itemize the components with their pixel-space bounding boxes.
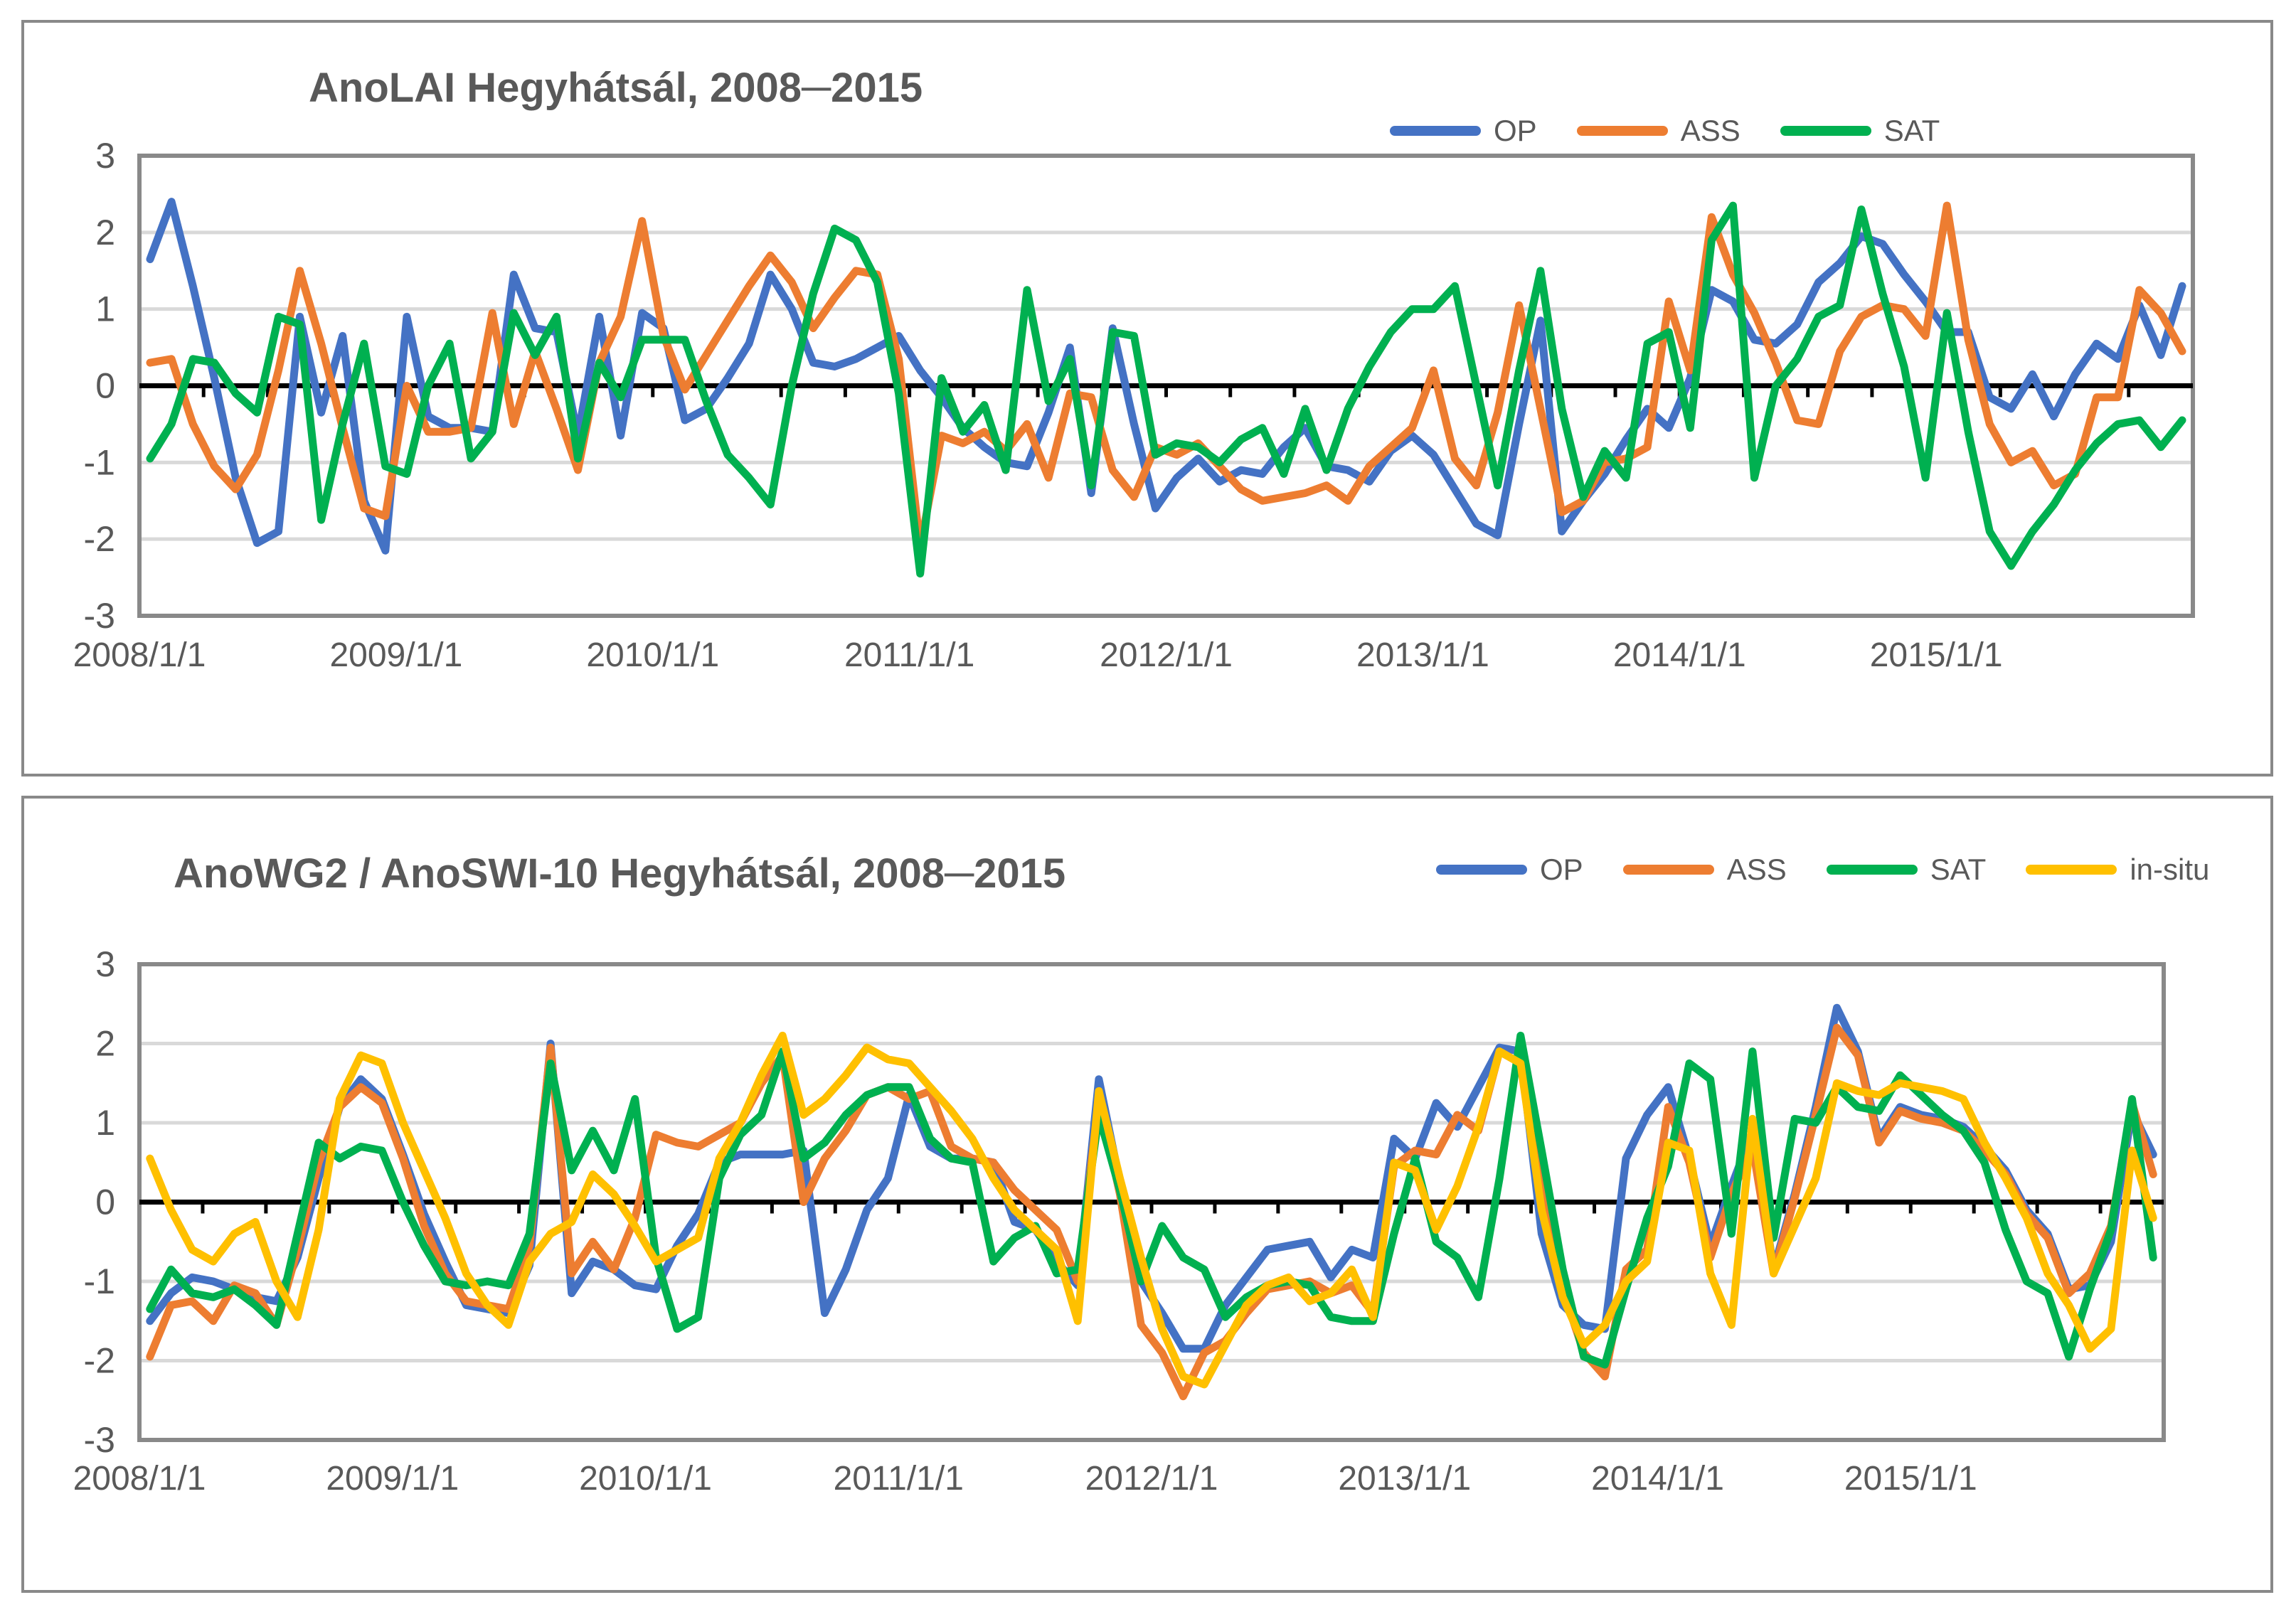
y-axis-label: 3 [95,136,115,176]
legend-label: SAT [1883,114,1940,147]
y-axis-label: -1 [84,1261,115,1301]
legend-label: ASS [1680,114,1740,147]
x-axis-label: 2014/1/1 [1591,1460,1724,1498]
legend-swatch-sat [1780,126,1871,136]
legend-swatch-ass [1576,126,1668,136]
legend-label: ASS [1726,853,1787,886]
y-axis-label: -2 [84,1341,115,1381]
series-line-sat [146,201,2186,578]
legend-item-op: OP [1390,114,1537,148]
y-axis-label: -3 [84,596,115,636]
x-axis-label: 2015/1/1 [1844,1460,1977,1498]
legend-anolai: OP ASS SAT [1390,114,1979,148]
chart-title-anowg2: AnoWG2 / AnoSWI-10 Hegyhátsál, 2008─2015 [174,850,1066,897]
y-axis-label: 2 [95,213,115,252]
x-axis-label: 2013/1/1 [1338,1460,1471,1498]
x-axis-label: 2011/1/1 [844,636,974,674]
legend-swatch-ass [1622,865,1714,875]
legend-item-ass: ASS [1576,114,1740,148]
y-axis-label: 1 [95,1103,115,1143]
x-axis-label: 2010/1/1 [586,636,719,674]
legend-item-ass: ASS [1622,853,1787,887]
legend-item-in-situ: in-situ [2026,853,2209,887]
chart-panel-anowg2: AnoWG2 / AnoSWI-10 Hegyhátsál, 2008─2015… [21,796,2273,1593]
y-axis-label: 0 [95,366,115,406]
legend-label: SAT [1930,853,1987,886]
y-axis-label: 3 [95,944,115,984]
x-axis-label: 2012/1/1 [1100,636,1233,674]
legend-item-op: OP [1436,853,1583,887]
x-axis-label: 2010/1/1 [579,1460,712,1498]
legend-item-sat: SAT [1780,114,1940,148]
x-axis-label: 2009/1/1 [329,636,462,674]
chart-panel-anolai: AnoLAI Hegyhátsál, 2008─2015 OP ASS SAT 3 2… [21,20,2273,777]
legend-swatch-sat [1826,865,1918,875]
legend-item-sat: SAT [1826,853,1987,887]
chart-title-anolai: AnoLAI Hegyhátsál, 2008─2015 [309,65,923,111]
legend-label: OP [1540,853,1583,886]
y-axis-label: -1 [84,442,115,482]
y-axis-label: 0 [95,1183,115,1222]
legend-swatch-in-situ [2026,865,2117,875]
series-line-sat [146,1031,2157,1369]
y-axis-label: -3 [84,1420,115,1460]
x-axis-label: 2014/1/1 [1613,636,1746,674]
x-axis-label: 2009/1/1 [326,1460,459,1498]
legend-label: in-situ [2130,853,2210,886]
y-axis-label: 2 [95,1024,115,1064]
legend-swatch-op [1436,865,1527,875]
x-axis-label: 2011/1/1 [834,1460,964,1498]
legend-anowg2: OP ASS SAT in-situ [1436,853,2249,887]
x-axis-label: 2008/1/1 [73,636,206,674]
x-axis-label: 2015/1/1 [1870,636,2003,674]
plot-area-anolai: 3 2 1 0 -1 -2 -3 2008/1/1 2009/1/1 2010/1/1 2011/1… [24,23,2270,774]
x-axis-label: 2013/1/1 [1356,636,1489,674]
legend-label: OP [1494,114,1537,147]
series-line-in-situ [146,1031,2157,1389]
x-axis-label: 2012/1/1 [1085,1460,1218,1498]
y-axis-label: -2 [84,519,115,559]
plot-area-anowg2: 3 2 1 0 -1 -2 -3 2008/1/1 2009/1/1 2010/1/1 2011/1… [24,799,2270,1590]
y-axis-label: 1 [95,289,115,329]
legend-swatch-op [1390,126,1481,136]
x-axis-label: 2008/1/1 [73,1460,206,1498]
